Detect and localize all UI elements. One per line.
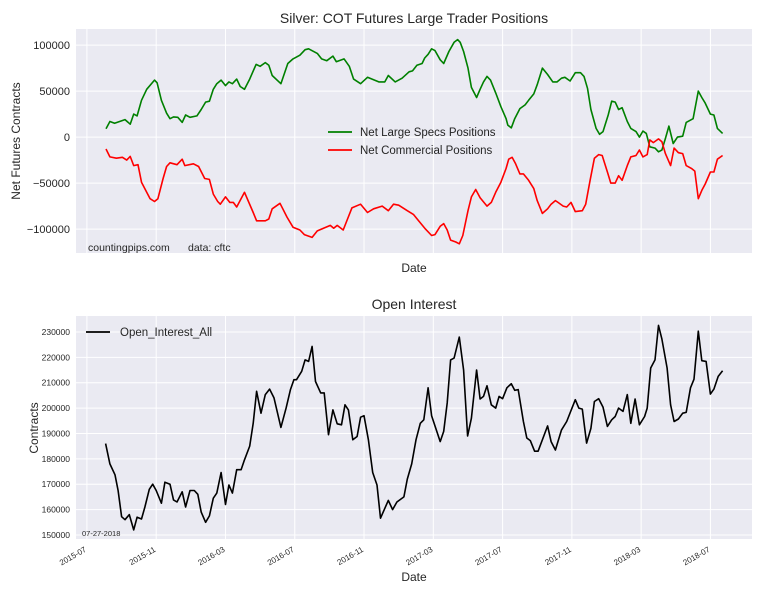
x-tick-label: 2018-07 — [682, 545, 712, 568]
y-tick-label: 190000 — [42, 428, 71, 438]
x-tick-label: 2018-03 — [612, 545, 642, 568]
y-tick-label: 200000 — [42, 403, 71, 413]
y-tick-label: −100000 — [27, 224, 70, 236]
y-tick-label: 150000 — [42, 530, 71, 540]
top-chart-xlabel: Date — [401, 261, 427, 275]
y-tick-label: 0 — [64, 132, 70, 144]
plot-area — [76, 316, 752, 539]
bottom-chart-ylabel: Contracts — [27, 402, 41, 453]
y-tick-label: 170000 — [42, 479, 71, 489]
series-line-net-large-specs-positions — [105, 38, 724, 153]
legend-label: Net Large Specs Positions — [360, 127, 496, 139]
top-chart-ylabel: Net Futures Contracts — [9, 82, 23, 199]
series-line-net-commercial-positions — [105, 138, 724, 245]
positions-chart: −100000 −50000 0 50000 100000 Net Large Specs… — [27, 29, 752, 254]
legend: Net Large Specs Positions Net Commercial … — [328, 127, 496, 157]
x-tick-label: 2015-07 — [58, 545, 88, 568]
legend-label: Open_Interest_All — [120, 327, 212, 339]
open-interest-chart: 2015-07 2015-11 2016-03 2016-07 2016-11 2017-… — [42, 316, 752, 567]
series-line-open-interest-all — [104, 324, 724, 531]
date-annotation: 07-27-2018 — [82, 529, 120, 538]
data-annotation: data: cftc — [188, 242, 231, 254]
y-tick-label: 160000 — [42, 505, 71, 515]
y-tick-label: 100000 — [33, 40, 70, 52]
x-tick-label: 2016-07 — [266, 545, 296, 568]
x-tick-label: 2017-07 — [474, 545, 504, 568]
y-tick-label: 210000 — [42, 378, 71, 388]
bottom-chart-xlabel: Date — [401, 570, 427, 584]
x-tick-label: 2017-11 — [543, 545, 573, 567]
legend-label: Net Commercial Positions — [360, 145, 493, 157]
y-tick-label: 180000 — [42, 454, 71, 464]
legend: Open_Interest_All — [86, 327, 212, 339]
source-annotation: countingpips.com — [88, 242, 170, 254]
x-tick-label: 2015-11 — [128, 545, 158, 567]
bottom-chart-title: Open Interest — [372, 296, 457, 312]
x-tick-label: 2017-03 — [404, 545, 434, 568]
y-tick-label: 230000 — [42, 327, 71, 337]
x-tick-label: 2016-03 — [197, 545, 227, 568]
y-tick-label: 50000 — [39, 86, 70, 98]
top-chart-title: Silver: COT Futures Large Trader Positio… — [280, 10, 548, 26]
x-tick-label: 2016-11 — [336, 545, 366, 567]
y-tick-label: −50000 — [33, 178, 70, 190]
y-tick-label: 220000 — [42, 352, 71, 362]
